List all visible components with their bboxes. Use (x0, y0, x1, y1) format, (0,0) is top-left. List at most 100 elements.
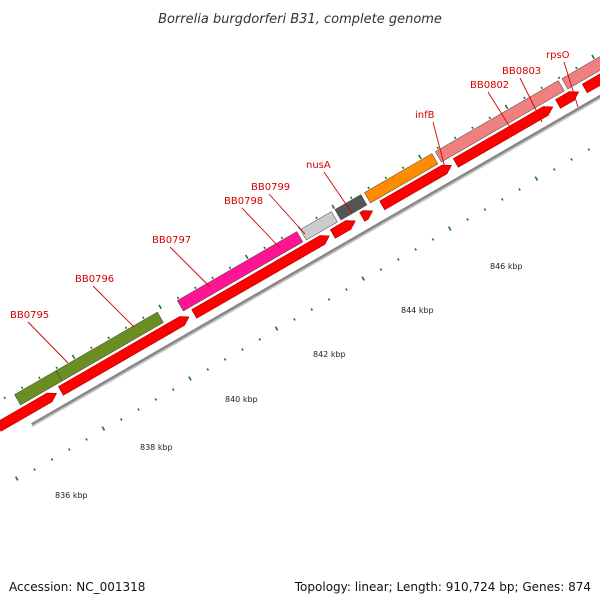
minor-tick (124, 326, 128, 330)
minor-tick (171, 388, 175, 391)
cds-arrow (379, 164, 452, 211)
gene-bar (435, 80, 565, 163)
minor-tick (310, 308, 313, 311)
major-tick (188, 376, 192, 381)
leader-line (92, 285, 135, 328)
leader-line (323, 171, 353, 214)
minor-tick (211, 276, 214, 280)
gene-label: BB0802 (470, 80, 509, 91)
scale-label: 836 kbp (55, 491, 88, 500)
minor-tick (575, 66, 578, 70)
gene-label: BB0797 (152, 235, 191, 246)
minor-tick (280, 236, 284, 240)
minor-tick (587, 148, 591, 151)
cds-arrow (359, 210, 374, 222)
minor-tick (345, 288, 348, 291)
leader-line (432, 121, 446, 169)
minor-tick (50, 458, 54, 461)
map-title: Borrelia burgdorferi B31, complete genom… (158, 12, 442, 27)
gene-label: BB0795 (10, 310, 49, 321)
minor-tick (176, 296, 180, 300)
gene-label: BB0796 (75, 274, 114, 285)
genome-summary-text: Topology: linear; Length: 910,724 bp; Ge… (294, 580, 591, 594)
scale-ticks (3, 54, 595, 481)
scale-label: 842 kbp (313, 350, 346, 359)
minor-tick (241, 348, 244, 351)
minor-tick (501, 198, 504, 201)
cds-arrow (452, 106, 554, 168)
minor-tick (137, 408, 140, 411)
gene-track (14, 56, 600, 406)
minor-tick (557, 76, 561, 80)
minor-tick (367, 186, 370, 190)
major-tick (361, 276, 365, 281)
minor-tick (431, 238, 435, 241)
scale-label: 846 kbp (490, 262, 523, 271)
minor-tick (315, 216, 318, 220)
cds-track (0, 73, 600, 432)
scale-label: 844 kbp (401, 306, 434, 315)
minor-tick (471, 126, 474, 130)
major-tick (244, 254, 249, 260)
minor-tick (488, 116, 491, 120)
minor-tick (33, 468, 36, 471)
leader-line (169, 246, 211, 288)
minor-tick (436, 146, 440, 150)
major-tick (101, 426, 106, 431)
gene-bar (176, 231, 304, 312)
minor-tick (401, 166, 405, 170)
gene-label: BB0798 (224, 196, 263, 207)
minor-tick (518, 188, 521, 191)
major-tick (274, 326, 279, 331)
scale-label: 838 kbp (140, 443, 173, 452)
cds-arrow (555, 91, 580, 109)
accession-text: Accession: NC_001318 (9, 580, 146, 594)
minor-tick (20, 386, 24, 390)
minor-tick (194, 286, 197, 290)
minor-tick (453, 136, 457, 140)
cds-arrow (164, 316, 190, 335)
gene-bar (364, 153, 439, 204)
minor-tick (397, 258, 400, 261)
major-tick (71, 354, 76, 360)
leader-line (563, 61, 579, 108)
backbone-line (30, 94, 600, 427)
minor-tick (142, 316, 145, 320)
gene-bar (561, 56, 600, 90)
minor-tick (570, 158, 573, 161)
minor-tick (466, 218, 469, 221)
minor-tick (3, 396, 7, 400)
minor-tick (154, 398, 158, 401)
minor-tick (414, 248, 417, 251)
major-tick (447, 226, 452, 231)
leader-line (27, 321, 69, 364)
leader-line (519, 77, 543, 123)
major-tick (14, 476, 19, 481)
minor-tick (552, 168, 556, 171)
minor-tick (55, 366, 58, 370)
major-tick (158, 304, 162, 310)
cds-arrow (329, 220, 356, 239)
major-tick (331, 204, 336, 210)
gene-label: infB (415, 110, 435, 121)
minor-tick (523, 96, 526, 100)
leader-line (241, 207, 281, 249)
minor-tick (327, 298, 331, 301)
major-tick (504, 104, 509, 110)
major-tick (418, 154, 422, 160)
gene-label: nusA (306, 160, 331, 171)
minor-tick (258, 338, 262, 341)
minor-tick (228, 266, 232, 270)
gene-bar (299, 211, 338, 241)
minor-tick (293, 318, 296, 321)
backbone-highlight (31, 97, 600, 428)
minor-tick (223, 358, 227, 361)
gene-labels: 836 kbp 838 kbp 840 kbp 842 kbp 844 kbp 846 k… (10, 50, 579, 500)
gene-label: rpsO (546, 50, 570, 61)
minor-tick (263, 246, 266, 250)
minor-tick (483, 208, 487, 211)
leader-line (268, 193, 306, 235)
genome-backbone (30, 94, 600, 428)
scale-label: 840 kbp (225, 395, 258, 404)
